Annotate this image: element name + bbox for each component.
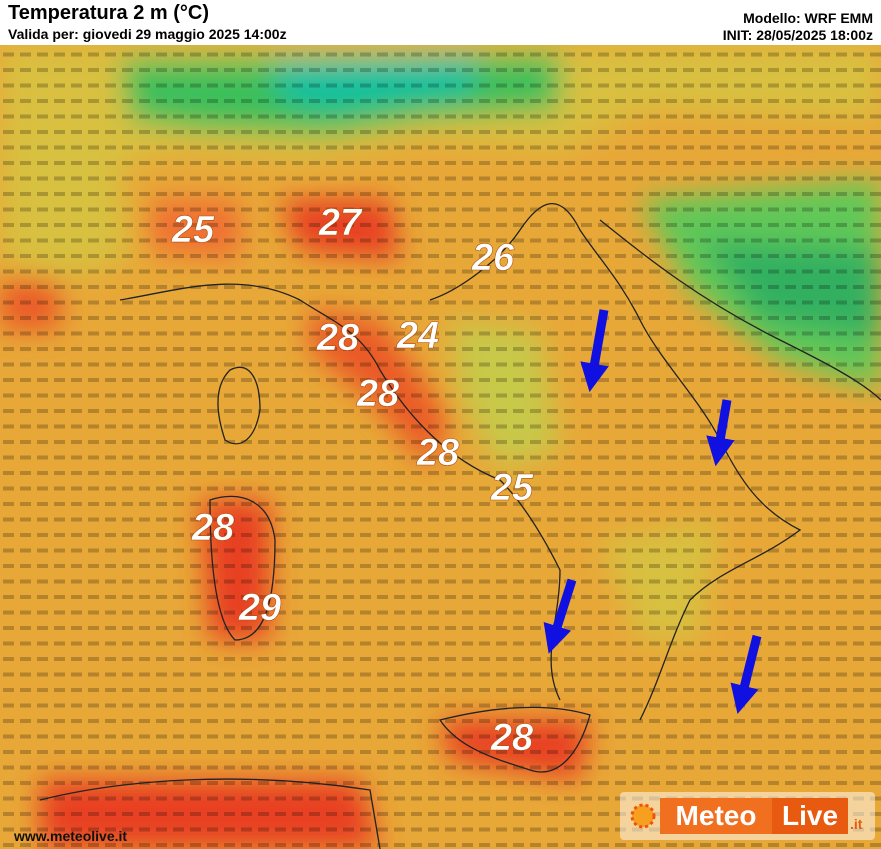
arrow xyxy=(580,309,609,393)
init-time: INIT: 28/05/2025 18:00z xyxy=(723,27,873,43)
logo-suffix: .it xyxy=(850,816,863,832)
temperature-label: 24 xyxy=(396,315,439,357)
valid-time: Valida per: giovedi 29 maggio 2025 14:00… xyxy=(8,26,287,42)
temperature-label: 28 xyxy=(316,317,360,359)
temperature-label: 28 xyxy=(191,507,235,549)
logo-box xyxy=(772,798,848,834)
arrow xyxy=(543,578,577,654)
model: Modello: WRF EMM xyxy=(743,10,873,26)
logo-sun xyxy=(630,803,656,829)
coastlines xyxy=(39,202,881,849)
title: Temperatura 2 m (°C) xyxy=(8,2,209,24)
temperature-label: 26 xyxy=(471,237,515,279)
temperature-label: 28 xyxy=(490,717,534,759)
temperature-label: 28 xyxy=(416,432,460,474)
logo-text: Live xyxy=(782,800,838,831)
arrow xyxy=(706,399,735,467)
temperature-label: 25 xyxy=(490,467,534,509)
wind-arrows xyxy=(543,309,762,714)
logo-box xyxy=(660,798,772,834)
temperature-label: 29 xyxy=(238,587,281,629)
logo: Meteo Live .it xyxy=(620,792,875,840)
temperature-label: 25 xyxy=(171,209,215,251)
temperature-label: 28 xyxy=(356,373,400,415)
logo-text: Meteo xyxy=(676,800,757,831)
temperature-label: 27 xyxy=(318,202,363,244)
header-bar xyxy=(0,0,881,45)
arrow xyxy=(730,634,762,714)
site-url: www.meteolive.it xyxy=(13,828,127,844)
